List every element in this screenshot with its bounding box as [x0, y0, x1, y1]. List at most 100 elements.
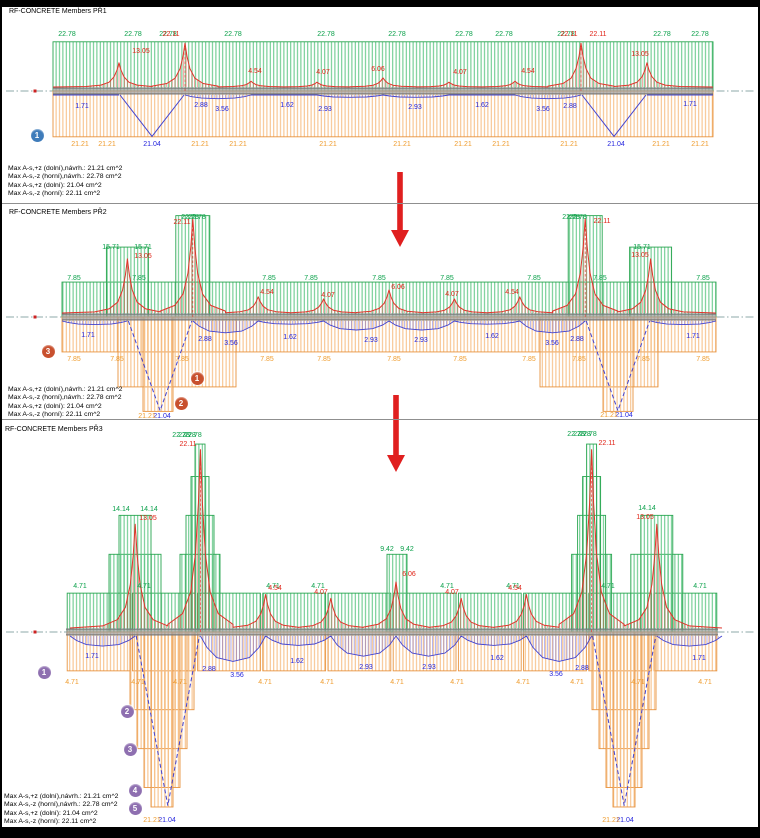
red-value-label: 13.05 [132, 48, 150, 55]
orange-value-label: 21.21 [98, 141, 116, 148]
blue-value-label: 1.71 [692, 655, 706, 662]
green-value-label: 22.78 [178, 432, 196, 439]
red-value-label: 22.11 [561, 31, 578, 38]
orange-value-label: 21.21 [71, 141, 89, 148]
blue-value-label: 1.62 [283, 334, 297, 341]
green-value-label: 9.42 [380, 546, 394, 553]
flow-arrow-icon [387, 395, 405, 472]
blue-value-label: 1.62 [485, 333, 499, 340]
green-value-label: 7.85 [593, 275, 607, 282]
orange-value-label: 7.85 [522, 356, 536, 363]
orange-value-label: 7.85 [387, 356, 401, 363]
required-bottom-envelope [61, 320, 717, 334]
green-value-label: 22.78 [317, 31, 335, 38]
orange-value-label: 21.21 [229, 141, 247, 148]
blue-value-label: 21.04 [607, 141, 625, 148]
green-value-label: 4.71 [440, 583, 454, 590]
blue-value-label: 2.88 [570, 336, 584, 343]
orange-value-label: 4.71 [516, 679, 530, 686]
orange-value-label: 4.71 [390, 679, 404, 686]
bottom-reinforcement-bars [52, 90, 714, 138]
red-value-label: 13.05 [139, 515, 157, 522]
deep-bottom-peak [135, 635, 657, 806]
required-top-envelope [69, 449, 723, 629]
orange-value-label: 21.21 [652, 141, 670, 148]
max-summary-3: Max A-s,+z (dolní),návrh.: 21.21 cm^2 Ma… [4, 793, 118, 826]
panel-1-diagram: 22.78 22.78 22.78 22.78 22.78 22.78 22.78 22.78… [6, 31, 754, 148]
max-line: Max A-s,+z (dolní),návrh.: 21.21 cm^2 [8, 165, 123, 172]
max-line: Max A-s,-z (horní): 22.11 cm^2 [4, 817, 97, 825]
orange-value-label: 7.85 [572, 356, 586, 363]
max-line: Max A-s,-z (horní),návrh.: 22.78 cm^2 [4, 801, 118, 809]
blue-value-label: 1.62 [290, 658, 304, 665]
max-line: Max A-s,-z (horní),návrh.: 22.78 cm^2 [8, 394, 122, 402]
node-marker [33, 630, 37, 634]
green-value-label: 22.78 [455, 31, 473, 38]
flow-arrow-icon [391, 172, 409, 247]
red-value-label: 13.05 [631, 51, 649, 58]
red-value-label: 4.07 [316, 69, 330, 76]
red-value-label: 6.06 [391, 284, 405, 291]
blue-value-label: 2.88 [194, 102, 208, 109]
orange-value-label: 7.85 [636, 356, 650, 363]
red-value-label: 22.11 [180, 441, 197, 448]
blue-value-label: 21.04 [616, 817, 634, 824]
node-marker [33, 89, 37, 93]
orange-value-label: 21.21 [492, 141, 510, 148]
green-value-label: 7.85 [527, 275, 541, 282]
green-value-label: 7.85 [67, 275, 81, 282]
green-value-label: 9.42 [400, 546, 414, 553]
green-value-label: 22.78 [58, 31, 76, 38]
beam-band [62, 313, 716, 321]
callout-badge-3: 3 [123, 742, 137, 756]
blue-value-label: 2.88 [563, 103, 577, 110]
green-value-label: 14.14 [638, 505, 656, 512]
blue-value-label: 1.62 [280, 102, 294, 109]
panel-separator-2 [2, 419, 758, 420]
node-marker [33, 315, 37, 319]
green-value-label: 22.78 [579, 431, 597, 438]
panel-title-2: RF-CONCRETE Members PŘ2 [9, 209, 107, 216]
orange-value-label: 21.21 [602, 817, 620, 824]
callout-badge-2: 2 [174, 396, 188, 410]
orange-value-label: 4.71 [631, 679, 645, 686]
red-value-label: 4.54 [508, 585, 522, 592]
green-value-label: 4.71 [137, 583, 151, 590]
max-line: Max A-s,+z (dolní),návrh.: 21.21 cm^2 [8, 386, 123, 393]
red-value-label: 6.06 [402, 571, 416, 578]
max-line: Max A-s,-z (horní): 22.11 cm^2 [8, 189, 101, 197]
green-value-label: 22.78 [181, 214, 199, 221]
orange-value-label: 4.71 [320, 679, 334, 686]
green-value-label: 22.78 [495, 31, 513, 38]
red-value-label: 22.11 [599, 440, 616, 447]
red-value-label: 4.07 [321, 292, 335, 299]
green-value-label: 15.71 [134, 244, 152, 251]
red-value-label: 13.05 [134, 253, 152, 260]
panel-separator-1 [2, 203, 758, 204]
green-value-label: 22.78 [567, 431, 585, 438]
blue-value-label: 1.71 [81, 332, 95, 339]
red-value-label: 13.05 [636, 514, 654, 521]
required-top-envelope [52, 42, 714, 88]
max-line: Max A-s,+z (dolní): 21.04 cm^2 [8, 402, 102, 410]
green-value-label: 4.71 [601, 583, 615, 590]
orange-value-label: 7.85 [453, 356, 467, 363]
green-value-label: 7.85 [262, 275, 276, 282]
max-line: Max A-s,+z (dolní): 21.04 cm^2 [4, 809, 98, 817]
value-labels: 22.78 22.78 22.78 22.78 22.78 22.78 22.78 22.78… [58, 31, 709, 148]
blue-value-label: 3.56 [230, 672, 244, 679]
green-value-label: 14.14 [112, 506, 130, 513]
green-value-label: 4.71 [693, 583, 707, 590]
green-value-label: 7.85 [132, 275, 146, 282]
orange-value-label: 4.71 [258, 679, 272, 686]
blue-value-label: 2.93 [414, 337, 428, 344]
required-bottom-envelope [69, 635, 723, 662]
blue-value-label: 1.62 [490, 655, 504, 662]
orange-value-label: 21.21 [560, 141, 578, 148]
max-line: Max A-s,-z (horní): 22.11 cm^2 [8, 410, 101, 418]
beam-band [53, 87, 713, 95]
bottom-reinforcement-bars [66, 631, 718, 808]
callout-badge-5: 5 [128, 801, 142, 815]
callout-badge-1: 1 [37, 665, 51, 679]
